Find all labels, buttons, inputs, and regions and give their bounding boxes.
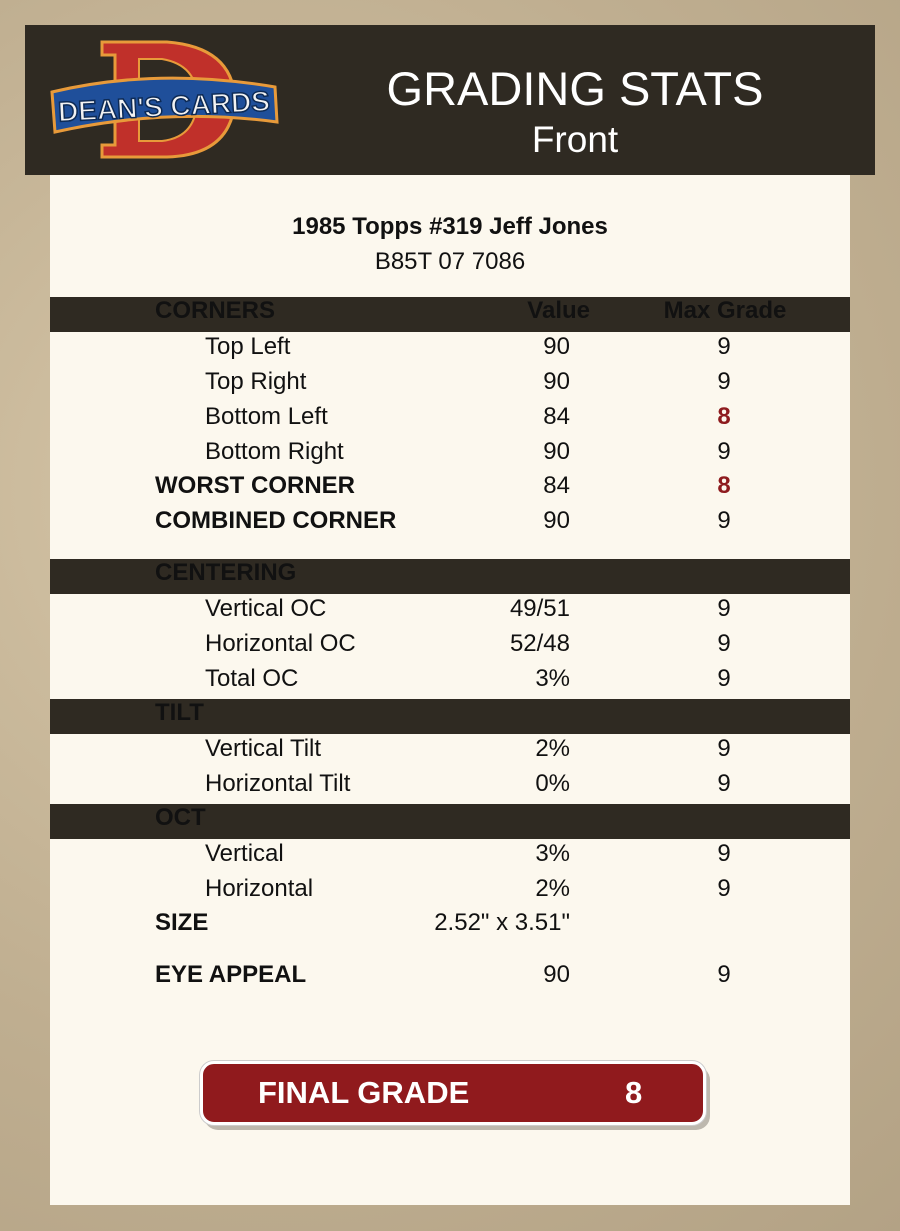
row-max-grade: 9 bbox=[717, 665, 731, 692]
grade-row: CORNERS Value Max Grade bbox=[50, 297, 850, 332]
row-label: Horizontal Tilt bbox=[205, 770, 351, 797]
grade-row: CENTERING bbox=[50, 559, 850, 594]
page-title: GRADING STATS bbox=[386, 62, 764, 115]
row-max-grade: 9 bbox=[717, 333, 731, 360]
grade-row: OCT bbox=[50, 804, 850, 839]
grading-card: 1985 Topps #319 Jeff Jones B85T 07 7086 … bbox=[50, 175, 850, 1205]
grade-row: Bottom Left 84 8 bbox=[50, 403, 850, 438]
grade-row: TILT bbox=[50, 699, 850, 734]
row-max-grade: 9 bbox=[717, 630, 731, 657]
row-label: WORST CORNER bbox=[155, 472, 355, 499]
row-label: Bottom Right bbox=[205, 438, 344, 465]
grade-row: EYE APPEAL 90 9 bbox=[50, 961, 850, 996]
row-value: 3% bbox=[535, 665, 570, 692]
card-name: 1985 Topps #319 Jeff Jones bbox=[292, 213, 608, 240]
grade-row: Top Left 90 9 bbox=[50, 333, 850, 368]
row-value: 3% bbox=[535, 840, 570, 867]
final-grade-value: 8 bbox=[625, 1075, 643, 1110]
row-label: Vertical OC bbox=[205, 595, 327, 622]
row-label: CENTERING bbox=[155, 559, 297, 586]
row-max-grade: 9 bbox=[717, 368, 731, 395]
row-max-grade: 9 bbox=[717, 595, 731, 622]
grade-row: Vertical OC 49/51 9 bbox=[50, 595, 850, 630]
row-max-grade: 8 bbox=[717, 472, 731, 499]
row-label: Bottom Left bbox=[205, 403, 328, 430]
row-value: 2% bbox=[535, 735, 570, 762]
row-max-grade: 9 bbox=[717, 961, 731, 988]
row-value: 90 bbox=[543, 368, 570, 395]
row-label: CORNERS bbox=[155, 297, 276, 324]
grade-row: COMBINED CORNER 90 9 bbox=[50, 507, 850, 542]
row-label: COMBINED CORNER bbox=[155, 507, 397, 534]
row-label: Horizontal OC bbox=[205, 630, 356, 657]
row-max-grade: 8 bbox=[717, 403, 731, 430]
final-grade-badge: FINAL GRADE 8 bbox=[200, 1061, 706, 1125]
row-value: 0% bbox=[535, 770, 570, 797]
row-label: Vertical Tilt bbox=[205, 735, 322, 762]
row-label: OCT bbox=[155, 804, 206, 831]
row-value: 49/51 bbox=[509, 595, 570, 622]
row-label: TILT bbox=[155, 699, 204, 726]
grade-row: Horizontal OC 52/48 9 bbox=[50, 630, 850, 665]
header-bar: DEAN'S CARDS GRADING STATS Front bbox=[25, 25, 875, 175]
row-max-grade: 9 bbox=[717, 507, 731, 534]
page-subtitle: Front bbox=[531, 119, 619, 160]
row-label: Total OC bbox=[205, 665, 299, 692]
final-grade-label: FINAL GRADE bbox=[258, 1075, 470, 1110]
row-max-grade: 9 bbox=[717, 875, 731, 902]
deans-cards-logo: DEAN'S CARDS bbox=[50, 40, 279, 159]
grade-row: Horizontal Tilt 0% 9 bbox=[50, 770, 850, 805]
grade-row: Vertical 3% 9 bbox=[50, 840, 850, 875]
max-grade-column-header: Max Grade bbox=[663, 297, 787, 324]
grade-row: WORST CORNER 84 8 bbox=[50, 472, 850, 507]
row-label: Top Left bbox=[205, 333, 291, 360]
row-value: 90 bbox=[543, 438, 570, 465]
row-value: 90 bbox=[543, 333, 570, 360]
row-value: 84 bbox=[543, 403, 570, 430]
row-value: 90 bbox=[543, 961, 570, 988]
row-value: 84 bbox=[543, 472, 570, 499]
row-max-grade: 9 bbox=[717, 735, 731, 762]
row-max-grade: 9 bbox=[717, 770, 731, 797]
grade-row: Horizontal 2% 9 bbox=[50, 875, 850, 910]
row-label: EYE APPEAL bbox=[155, 961, 307, 988]
row-label: Vertical bbox=[205, 840, 284, 867]
row-value: 2% bbox=[535, 875, 570, 902]
row-label: Top Right bbox=[205, 368, 307, 395]
cert-number: B85T 07 7086 bbox=[374, 248, 526, 275]
row-value: 2.52" x 3.51" bbox=[434, 909, 570, 936]
grade-row: Bottom Right 90 9 bbox=[50, 438, 850, 473]
row-max-grade: 9 bbox=[717, 438, 731, 465]
row-value: 90 bbox=[543, 507, 570, 534]
row-label: Horizontal bbox=[205, 875, 314, 902]
row-max-grade: 9 bbox=[717, 840, 731, 867]
grade-row: Top Right 90 9 bbox=[50, 368, 850, 403]
row-value: 52/48 bbox=[509, 630, 570, 657]
grade-row: Total OC 3% 9 bbox=[50, 665, 850, 700]
grade-row: SIZE 2.52" x 3.51" bbox=[50, 909, 850, 944]
value-column-header: Value bbox=[527, 297, 590, 324]
grade-row: Vertical Tilt 2% 9 bbox=[50, 735, 850, 770]
row-label: SIZE bbox=[155, 909, 209, 936]
